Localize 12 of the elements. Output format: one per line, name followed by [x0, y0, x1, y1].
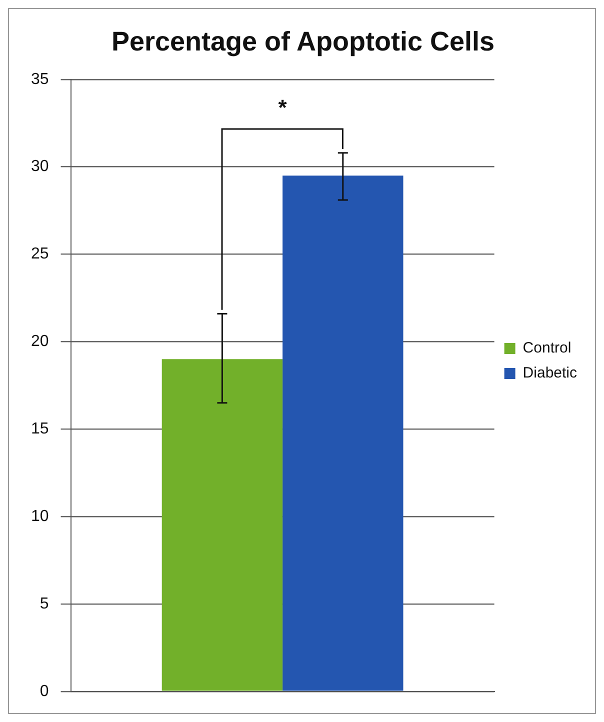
legend-label: Diabetic — [522, 364, 578, 382]
y-tick-label: 5 — [40, 595, 49, 612]
annotation: * — [277, 94, 288, 121]
y-tick-label: 25 — [31, 246, 49, 263]
y-tick-label: 0 — [40, 682, 49, 700]
chart-title: Percentage of Apoptotic Cells — [111, 26, 495, 57]
legend-label: Control — [522, 340, 572, 357]
y-tick-label: 35 — [31, 70, 49, 88]
y-tick-label: 20 — [31, 333, 49, 350]
y-tick-label: 30 — [31, 158, 49, 176]
y-tick-label: 15 — [31, 420, 49, 438]
y-tick-label: 10 — [31, 508, 49, 525]
